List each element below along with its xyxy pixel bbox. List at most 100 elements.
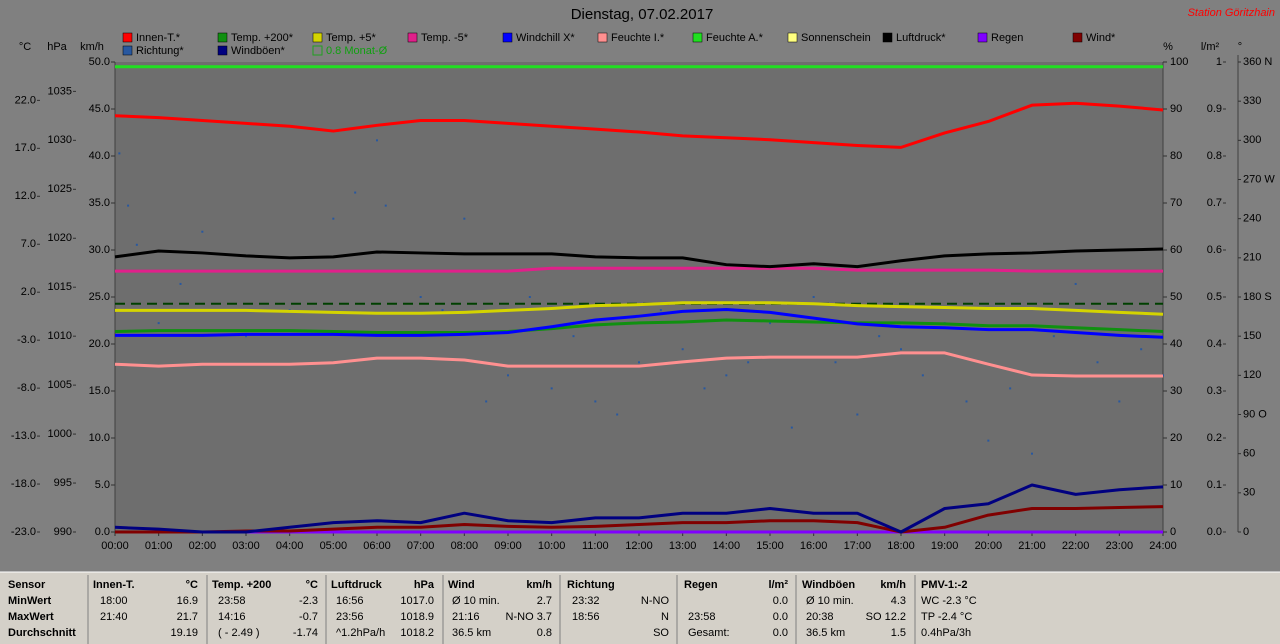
series-line [115, 301, 1164, 316]
cell-left: TP -2.4 °C [921, 611, 972, 623]
x-tick-label: 21:00 [1018, 540, 1046, 552]
cell-left: 23:58 [218, 595, 246, 607]
legend-swatch [122, 32, 133, 43]
direction-dot [201, 230, 204, 233]
direction-dot [179, 282, 182, 285]
legend-label: Sonnenschein [801, 32, 871, 44]
x-tick-label: 03:00 [232, 540, 260, 552]
cell-value: SO 12.2 [866, 611, 906, 623]
y-tick-label: 0.0 [95, 526, 110, 538]
x-tick-label: 11:00 [582, 540, 609, 552]
cell-left: 14:16 [218, 611, 246, 623]
direction-dot [1118, 400, 1121, 403]
series-line [114, 483, 1164, 534]
axis-unit-label: hPa [47, 41, 67, 53]
y-tick-label: 30.0 [89, 244, 110, 256]
direction-dot [384, 204, 387, 207]
y-tick-label: 150 [1243, 330, 1261, 342]
legend-swatch [312, 45, 323, 56]
legend-swatch [312, 32, 323, 43]
y-tick-label: 1005 [48, 379, 72, 391]
y-tick-label: 1000 [48, 428, 72, 440]
x-tick-label: 00:00 [101, 540, 129, 552]
series-line [114, 101, 1164, 149]
cell-left: ^1.2hPa/h [336, 627, 385, 639]
cell-value: N-NO 3.7 [506, 611, 552, 623]
direction-dot [834, 361, 837, 364]
y-tick-label: 0.2 [1207, 432, 1222, 444]
cell-value: -0.7 [299, 611, 318, 623]
y-tick-label: 30 [1170, 385, 1182, 397]
direction-dot [965, 400, 968, 403]
y-tick-label: 0.5 [1207, 291, 1222, 303]
y-tick-label: 0.3 [1207, 385, 1222, 397]
axis-unit-label: ° [1238, 41, 1242, 53]
series-line [114, 247, 1164, 269]
legend-label: Regen [991, 32, 1023, 44]
x-tick-label: 02:00 [189, 540, 217, 552]
y-tick-label: 40.0 [89, 150, 110, 162]
cell-value: 19.19 [170, 627, 198, 639]
legend-label: 0.8 Monat-Ø [326, 45, 388, 57]
direction-dot [681, 348, 684, 351]
y-tick-label: 0.9 [1207, 103, 1222, 115]
x-tick-label: 22:00 [1062, 540, 1090, 552]
x-tick-label: 23:00 [1106, 540, 1134, 552]
x-tick-label: 24:00 [1149, 540, 1177, 552]
y-tick-label: 100 [1170, 56, 1188, 68]
x-tick-label: 04:00 [276, 540, 304, 552]
direction-dot [1031, 452, 1033, 455]
legend-swatch [502, 32, 513, 43]
direction-dot [900, 348, 902, 351]
direction-dot [528, 296, 531, 298]
direction-dot [354, 191, 357, 194]
x-tick-label: 14:00 [713, 540, 741, 552]
direction-dot [987, 439, 990, 442]
y-tick-label: 20.0 [89, 338, 110, 350]
direction-dot [878, 335, 881, 338]
cell-left: 36.5 km [452, 627, 491, 639]
x-tick-label: 08:00 [451, 540, 479, 552]
group-header: Luftdruck [331, 579, 383, 591]
cell-left: 36.5 km [806, 627, 845, 639]
cell-left: 21:16 [452, 611, 480, 623]
y-tick-label: 45.0 [89, 103, 110, 115]
direction-dot [594, 400, 597, 403]
cell-left: ( - 2.49 ) [218, 627, 260, 639]
direction-dot [725, 374, 728, 377]
cell-value: 1018.9 [400, 611, 434, 623]
x-tick-label: 16:00 [800, 540, 828, 552]
group-header: Temp. +200 [212, 579, 271, 591]
direction-dot [921, 374, 924, 377]
legend-swatch [977, 32, 988, 43]
direction-dot [550, 387, 553, 390]
y-tick-label: 1010 [48, 330, 72, 342]
group-unit: °C [306, 579, 318, 591]
legend-label: Luftdruck* [896, 32, 946, 44]
y-tick-label: 0.6 [1207, 244, 1222, 256]
y-tick-label: -8.0 [17, 382, 36, 394]
row-label: MaxWert [8, 611, 54, 623]
cell-left: 23:58 [688, 611, 716, 623]
legend-label: Richtung* [136, 45, 184, 57]
direction-dot [419, 296, 422, 298]
y-tick-label: 330 [1243, 95, 1261, 107]
cell-left: Gesamt: [688, 627, 730, 639]
cell-value: N [661, 611, 669, 623]
y-tick-label: 0.0 [1207, 526, 1222, 538]
y-tick-label: 0.8 [1207, 150, 1222, 162]
row-label: MinWert [8, 595, 52, 607]
direction-dot [157, 322, 160, 325]
direction-dot [638, 361, 640, 364]
direction-dot [135, 243, 138, 246]
x-tick-label: 15:00 [756, 540, 784, 552]
series-line [115, 307, 1164, 339]
series-line [114, 318, 1164, 334]
y-tick-label: 1015 [48, 281, 72, 293]
y-tick-label: 20 [1170, 432, 1182, 444]
legend-swatch [692, 32, 703, 43]
cell-value: N-NO [641, 595, 670, 607]
direction-dot [616, 413, 619, 416]
